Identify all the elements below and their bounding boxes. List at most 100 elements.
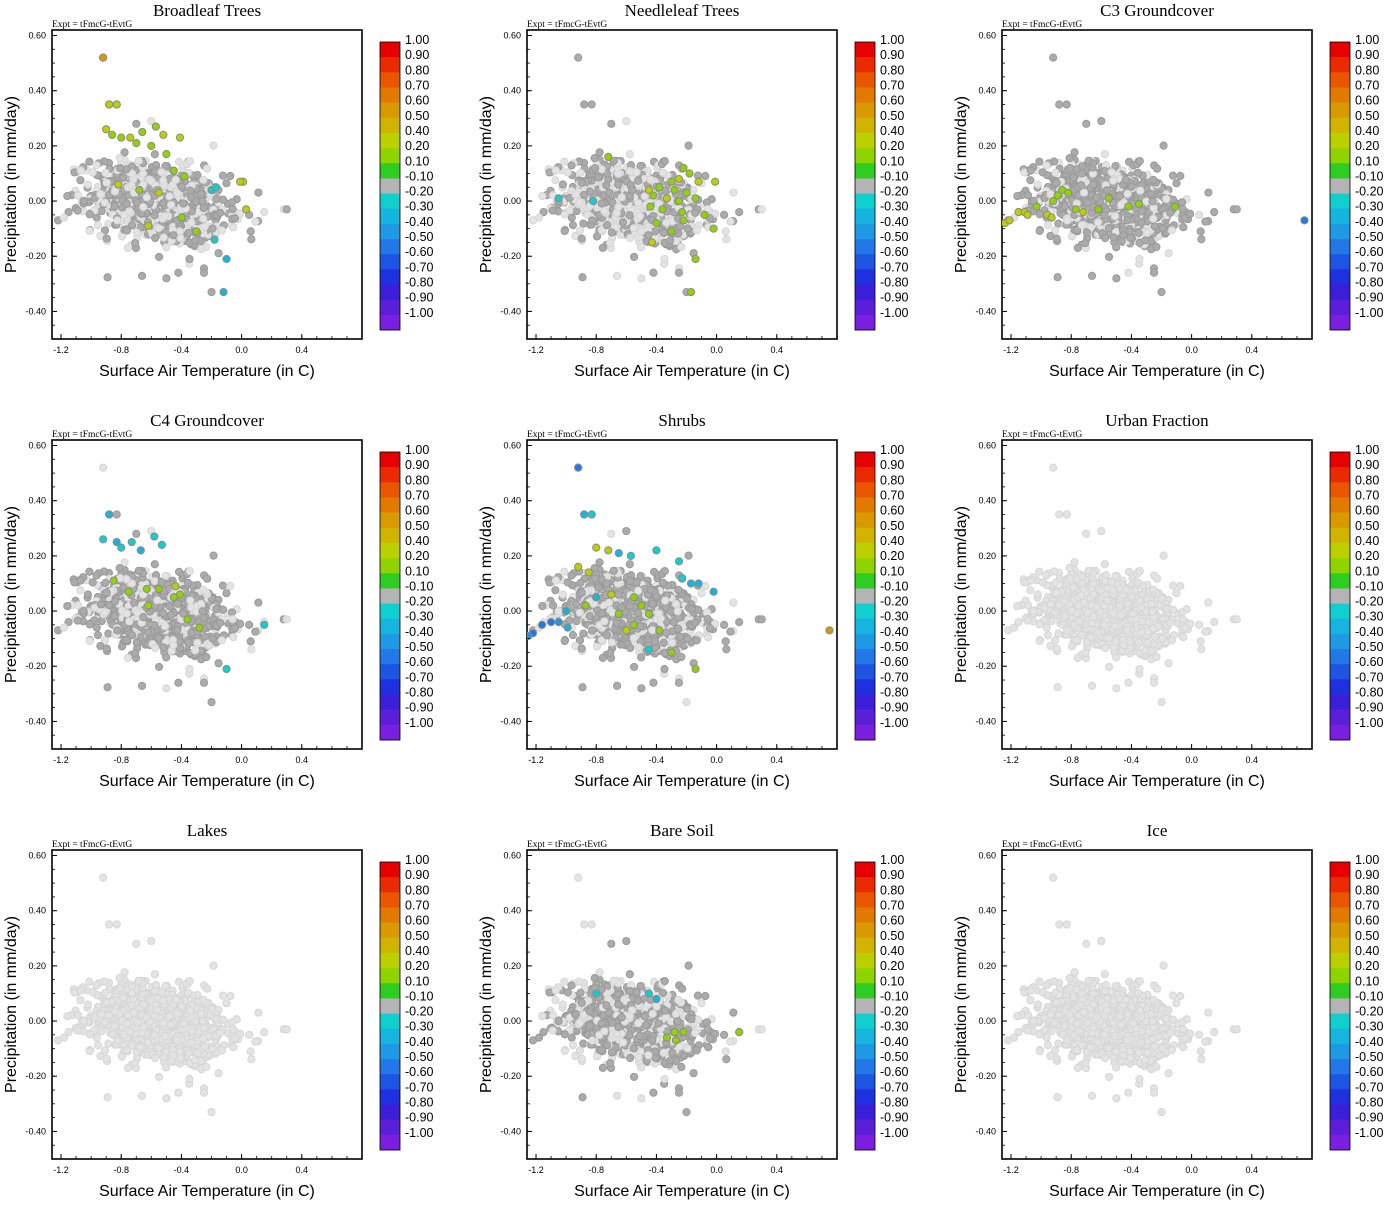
background-point [77,587,84,594]
background-point [1039,169,1046,176]
x-axis-label: Surface Air Temperature (in C) [99,363,315,380]
background-point [1165,250,1172,257]
background-point [124,654,131,661]
colorbar-segment [380,588,400,603]
background-point [103,235,110,242]
background-point [1074,244,1081,251]
colorbar-segment [1330,254,1350,269]
background-point [572,191,579,198]
y-tick-label: -0.40 [975,306,996,316]
background-point [160,177,167,184]
background-point [229,206,236,213]
highlight-point [1024,211,1031,218]
background-point [158,169,165,176]
background-point [133,229,140,236]
y-tick-label: 0.20 [978,141,996,151]
background-point [1014,192,1021,199]
background-point [1160,142,1167,149]
background-point [1117,201,1124,208]
colorbar-segment [380,497,400,512]
colorbar-label: -0.70 [880,260,909,274]
colorbar-segment [380,649,400,664]
background-point [187,187,194,194]
highlight-point [220,288,227,295]
background-point [188,629,195,636]
highlight-point [653,220,660,227]
background-point [552,167,559,174]
highlight-point [125,588,132,595]
background-point [94,221,101,228]
background-point [200,176,207,183]
background-point [1108,169,1115,176]
highlight-point [103,126,110,133]
background-point [663,219,670,226]
highlight-point [680,217,687,224]
background-point [94,631,101,638]
background-point [580,220,587,227]
background-point [200,679,207,686]
background-point [174,190,181,197]
colorbar-segment [1330,57,1350,72]
background-point [123,200,130,207]
points-group [54,464,290,706]
background-point [721,211,728,218]
background-point [208,288,215,295]
highlight-point [212,184,219,191]
background-point [223,590,230,597]
background-point [727,218,734,225]
background-point [1134,169,1141,176]
chart-title: C4 Groundcover [150,411,264,430]
background-point [194,639,201,646]
points-group [1001,54,1308,296]
background-point [638,275,645,282]
colorbar-label: -0.30 [880,200,909,214]
background-point [564,169,571,176]
colorbar-label: 0.10 [880,154,904,168]
y-axis-label: Precipitation (in mm/day) [478,96,495,273]
colorbar-segment [1330,103,1350,118]
background-point [623,117,630,124]
background-point [1064,217,1071,224]
background-point [218,227,225,234]
x-tick-label: 0.4 [1246,345,1259,355]
background-point [1082,239,1089,246]
background-point [1066,154,1073,161]
background-point [84,591,91,598]
background-point [1053,235,1060,242]
background-point [1196,211,1203,218]
background-point [1088,272,1095,279]
colorbar-label: 0.40 [405,124,429,138]
x-tick-label: 0.0 [1185,345,1198,355]
background-point [77,167,84,174]
colorbar-label: 0.20 [1355,139,1379,153]
colorbar-label: -0.70 [405,260,434,274]
background-point [535,214,542,221]
x-tick-label: 0.4 [296,345,309,355]
background-point [552,177,559,184]
background-point [1151,223,1158,230]
background-point [74,207,81,214]
highlight-point [106,101,113,108]
background-point [93,572,100,579]
background-point [133,120,140,127]
x-axis-label: Surface Air Temperature (in C) [574,363,790,380]
highlight-point [193,228,200,235]
colorbar-segment [380,194,400,209]
highlight-point [113,101,120,108]
background-point [151,151,158,158]
background-point [228,199,235,206]
colorbar-label: -0.60 [1355,245,1384,259]
background-point [215,250,222,257]
colorbar-segment [1330,87,1350,102]
background-point [131,599,138,606]
background-point [1036,158,1043,165]
background-point [199,198,206,205]
background-point [140,204,147,211]
background-point [1136,157,1143,164]
background-point [163,685,170,692]
background-point [1027,167,1034,174]
background-point [116,564,123,571]
colorbar-label: -0.50 [880,230,909,244]
background-point [1173,180,1180,187]
